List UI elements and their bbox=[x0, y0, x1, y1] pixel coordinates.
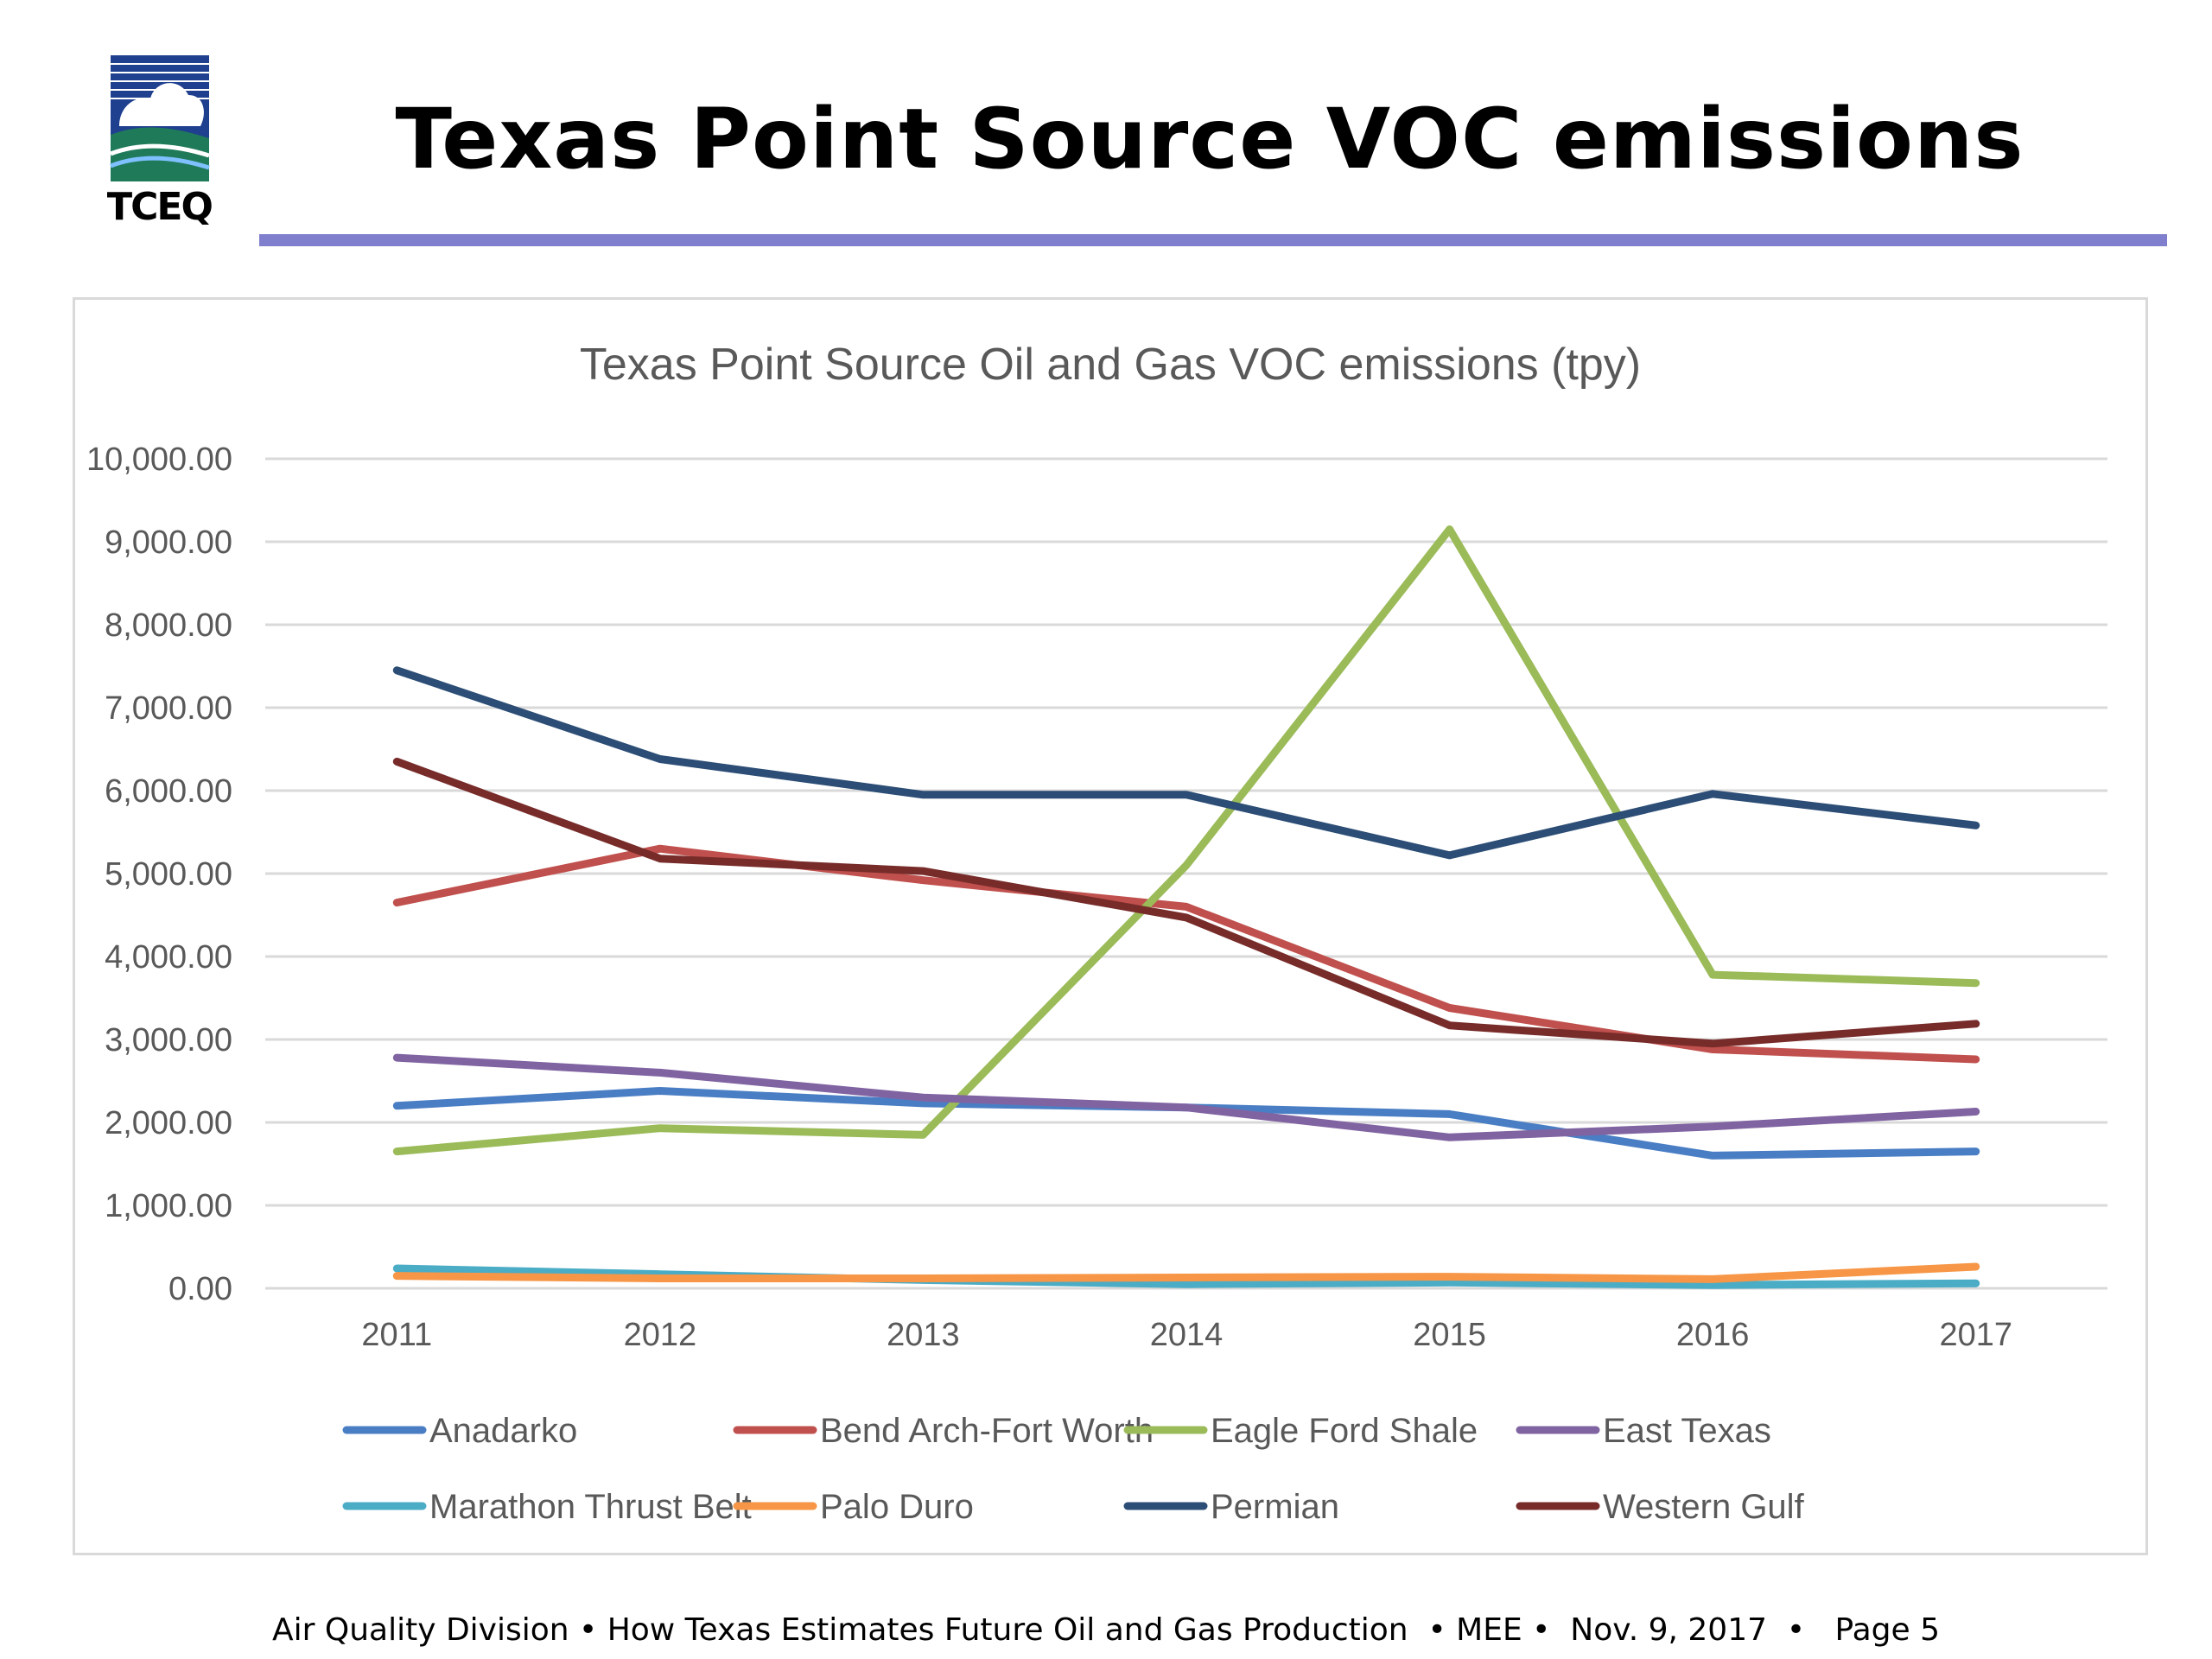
legend-label: Eagle Ford Shale bbox=[1211, 1412, 1478, 1450]
y-tick-label: 0.00 bbox=[168, 1271, 232, 1307]
y-tick-label: 8,000.00 bbox=[105, 607, 232, 644]
series-line bbox=[392, 1262, 1980, 1283]
series-line bbox=[392, 757, 1980, 1048]
slide-title: Texas Point Source VOC emissions bbox=[395, 91, 2024, 188]
series-line bbox=[392, 1264, 1980, 1289]
x-tick-label: 2016 bbox=[1676, 1317, 1750, 1353]
svg-text:TCEQ: TCEQ bbox=[107, 185, 212, 225]
series-line bbox=[392, 844, 1980, 1064]
legend-item: Anadarko bbox=[342, 1412, 577, 1450]
legend-item: Eagle Ford Shale bbox=[1123, 1412, 1478, 1450]
legend-item: East Texas bbox=[1516, 1412, 1771, 1450]
chart-title: Texas Point Source Oil and Gas VOC emiss… bbox=[580, 340, 1641, 390]
legend-item: Western Gulf bbox=[1516, 1488, 1805, 1526]
y-tick-label: 4,000.00 bbox=[105, 939, 232, 976]
legend-label: Palo Duro bbox=[820, 1488, 974, 1526]
series-line bbox=[392, 1053, 1980, 1141]
y-tick-label: 10,000.00 bbox=[86, 442, 232, 478]
legend-item: Bend Arch-Fort Worth bbox=[733, 1412, 1154, 1450]
legend-item: Permian bbox=[1123, 1488, 1339, 1526]
y-tick-label: 3,000.00 bbox=[105, 1022, 232, 1058]
legend-label: East Texas bbox=[1603, 1412, 1771, 1450]
x-tick-label: 2013 bbox=[887, 1317, 960, 1353]
line-chart: Texas Point Source Oil and Gas VOC emiss… bbox=[86, 340, 2107, 1526]
series-line bbox=[392, 666, 1980, 860]
series-line bbox=[392, 525, 1980, 1156]
chart-frame: Texas Point Source Oil and Gas VOC emiss… bbox=[73, 297, 2148, 1555]
y-tick-label: 6,000.00 bbox=[105, 773, 232, 810]
y-tick-label: 5,000.00 bbox=[105, 856, 232, 893]
x-tick-label: 2015 bbox=[1413, 1317, 1486, 1353]
legend-item: Palo Duro bbox=[733, 1488, 974, 1526]
title-underline bbox=[259, 234, 2167, 246]
legend-label: Marathon Thrust Belt bbox=[429, 1488, 752, 1526]
y-tick-label: 9,000.00 bbox=[105, 524, 232, 561]
x-tick-label: 2014 bbox=[1150, 1317, 1224, 1353]
y-tick-label: 1,000.00 bbox=[105, 1188, 232, 1224]
legend-label: Bend Arch-Fort Worth bbox=[820, 1412, 1154, 1450]
x-tick-label: 2017 bbox=[1939, 1317, 2012, 1353]
tceq-logo: TCEQ bbox=[107, 55, 213, 225]
y-tick-label: 2,000.00 bbox=[105, 1105, 232, 1141]
legend-label: Anadarko bbox=[429, 1412, 577, 1450]
slide-footer: Air Quality Division • How Texas Estimat… bbox=[272, 1612, 1940, 1648]
x-tick-label: 2012 bbox=[624, 1317, 697, 1353]
legend-label: Permian bbox=[1211, 1488, 1339, 1526]
legend-item: Marathon Thrust Belt bbox=[342, 1488, 752, 1526]
legend-label: Western Gulf bbox=[1603, 1488, 1805, 1526]
x-tick-label: 2011 bbox=[361, 1317, 432, 1353]
y-tick-label: 7,000.00 bbox=[105, 690, 232, 727]
